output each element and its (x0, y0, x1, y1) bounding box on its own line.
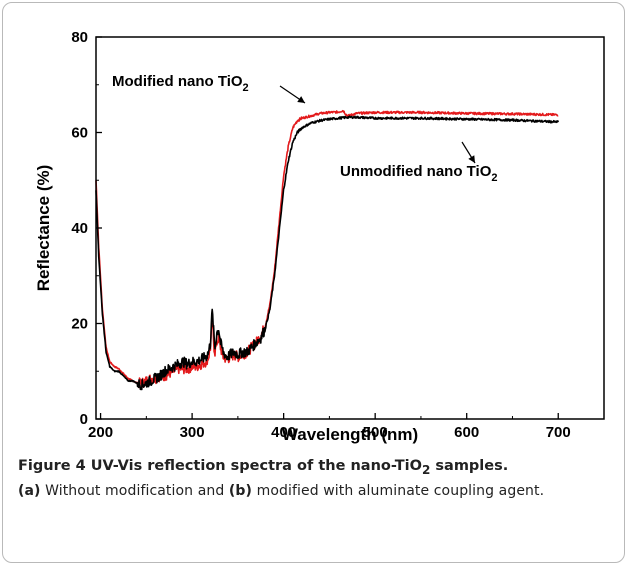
caption-title: Figure 4 UV-Vis reflection spectra of th… (18, 458, 509, 477)
caption-text-a: Without modification and (40, 482, 229, 499)
x-axis-label: Wavelength (nm) (282, 425, 418, 444)
plot-area (95, 109, 559, 391)
x-tick-label: 200 (88, 424, 113, 441)
y-tick-label: 60 (71, 125, 88, 142)
y-axis-label: Reflectance (%) (34, 165, 53, 292)
y-tick-label: 40 (71, 220, 88, 237)
caption-title-subscript: 2 (421, 462, 431, 477)
modified-arrow-head (297, 96, 305, 103)
caption-label-b: (b) (228, 482, 253, 499)
caption-title-text: Figure 4 UV-Vis reflection spectra of th… (18, 458, 422, 474)
series-line (95, 115, 559, 391)
x-tick-label: 300 (180, 424, 205, 441)
x-tick-label: 500 (363, 424, 388, 441)
y-tick-label: 20 (71, 316, 88, 333)
reflectance-chart: 200 300 400 500 600 700 0 20 40 60 80 Wavelength (… (34, 29, 605, 444)
unmodified-label: Unmodified nano TiO2 (340, 163, 498, 184)
modified-label: Modified nano TiO2 (112, 73, 249, 94)
tick-labels: 200 300 400 500 600 700 0 20 40 60 80 (71, 29, 570, 441)
series-line (95, 109, 559, 389)
caption-title-end: samples. (430, 458, 509, 474)
caption-text-b: modified with aluminate coupling agent. (252, 482, 545, 499)
caption-body: (a) Without modification and (b) modifie… (18, 483, 544, 499)
plot-border (95, 36, 605, 420)
annotations: Modified nano TiO2 Unmodified nano TiO2 (112, 73, 498, 184)
x-tick-label: 600 (454, 424, 479, 441)
figure-frame (2, 2, 625, 563)
caption-label-a: (a) (18, 482, 41, 499)
figure-caption: Figure 4 UV-Vis reflection spectra of th… (18, 456, 616, 502)
axes (95, 36, 605, 420)
unmodified-arrow-head (468, 155, 475, 163)
x-tick-label: 400 (271, 424, 296, 441)
x-tick-label: 700 (546, 424, 571, 441)
y-tick-label: 80 (71, 29, 88, 46)
y-tick-label: 0 (80, 411, 88, 428)
